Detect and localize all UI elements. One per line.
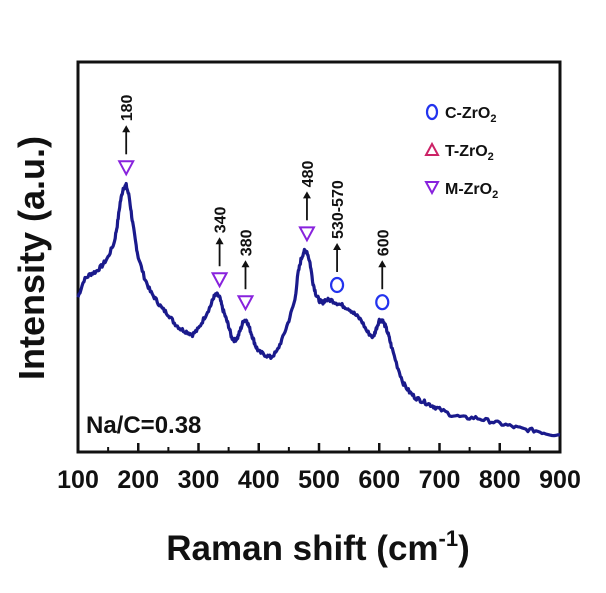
x-tick-label: 700 <box>419 466 461 494</box>
peak-arrowhead <box>378 260 387 268</box>
peak-arrowhead <box>215 237 224 245</box>
x-tick-label: 600 <box>358 466 400 494</box>
cubic-marker <box>375 294 390 311</box>
legend-label: M-ZrO2 <box>445 181 498 201</box>
peak-arrowhead <box>302 191 311 199</box>
peak-label: 600 <box>375 229 392 256</box>
x-tick-labels: 100 200 300 400 500 600 700 800 900 <box>57 466 581 494</box>
tick-marks <box>76 443 562 452</box>
x-tick-label: 200 <box>117 466 159 494</box>
peak-label: 380 <box>238 229 255 256</box>
legend-monoclinic-symbol <box>424 181 440 196</box>
x-tick-label: 400 <box>238 466 280 494</box>
x-tick-label: 300 <box>178 466 220 494</box>
monoclinic-marker <box>117 160 135 177</box>
x-axis-title-text: Raman shift (cm <box>166 529 438 568</box>
peak-label: 340 <box>213 206 230 233</box>
legend-cubic-symbol <box>425 103 439 121</box>
x-axis-title: Raman shift (cm-1) <box>166 526 470 568</box>
monoclinic-marker <box>210 272 229 289</box>
x-tick-label: 100 <box>57 466 99 494</box>
x-axis-title-sup: -1 <box>439 526 459 551</box>
legend: C-ZrO2 T-ZrO2 M-ZrO2 <box>424 103 498 201</box>
sample-annotation: Na/C=0.38 <box>86 412 201 439</box>
monoclinic-marker <box>298 226 316 243</box>
series-line <box>76 181 561 438</box>
monoclinic-marker <box>236 295 255 312</box>
peak-arrowhead <box>241 260 250 268</box>
x-axis-title-close: ) <box>458 529 470 568</box>
peak-annotations: 180 340 380 480 530-570 600 <box>117 95 392 312</box>
y-axis-title: Intensity (a.u.) <box>11 136 52 380</box>
legend-tetragonal-symbol <box>424 141 440 156</box>
peak-label: 530-570 <box>330 180 347 239</box>
x-tick-label: 500 <box>298 466 340 494</box>
peak-label: 480 <box>300 161 317 188</box>
cubic-marker <box>329 276 345 294</box>
legend-label: T-ZrO2 <box>445 143 494 163</box>
x-tick-label: 900 <box>539 466 581 494</box>
peak-arrowhead <box>333 242 342 250</box>
legend-label: C-ZrO2 <box>445 105 496 125</box>
x-tick-label: 800 <box>479 466 521 494</box>
peak-arrowhead <box>122 125 131 133</box>
peak-label: 180 <box>119 95 136 122</box>
